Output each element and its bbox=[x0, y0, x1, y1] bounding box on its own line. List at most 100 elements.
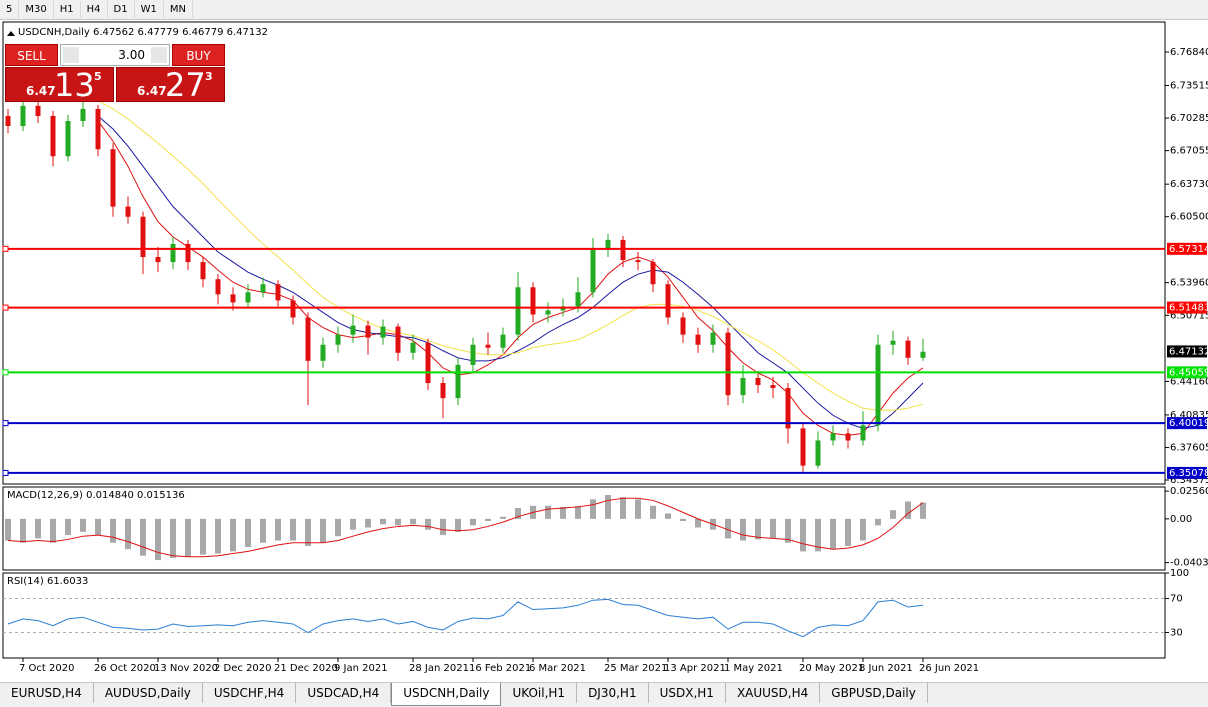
bid-main: 13 bbox=[54, 66, 95, 104]
candle-body bbox=[485, 344, 491, 348]
macd-bar bbox=[560, 506, 566, 519]
y-tick-label: 6.60500 bbox=[1170, 212, 1208, 223]
candle-body bbox=[110, 149, 116, 207]
chart-title: USDCNH,Daily 6.47562 6.47779 6.46779 6.4… bbox=[18, 27, 268, 38]
timeframe-toolbar: 5 M30 H1 H4 D1 W1 MN bbox=[0, 0, 1208, 20]
candle-body bbox=[260, 284, 266, 293]
x-tick-label: 2 Dec 2020 bbox=[214, 663, 272, 674]
level-anchor bbox=[2, 304, 9, 311]
macd-bar bbox=[635, 499, 641, 519]
candle-body bbox=[530, 287, 536, 315]
x-tick-label: 8 Jun 2021 bbox=[859, 663, 913, 674]
macd-bar bbox=[575, 505, 581, 519]
timeframe-button[interactable]: H4 bbox=[81, 1, 108, 18]
candle-body bbox=[140, 216, 146, 258]
macd-bar bbox=[335, 518, 341, 537]
timeframe-button[interactable]: D1 bbox=[108, 1, 135, 18]
timeframe-button[interactable]: M30 bbox=[19, 1, 54, 18]
y-tick-label: 0.025609 bbox=[1170, 486, 1208, 497]
macd-bar bbox=[455, 518, 461, 532]
macd-bar bbox=[665, 513, 671, 519]
candle-body bbox=[920, 351, 926, 358]
candle-body bbox=[305, 317, 311, 361]
y-tick-label: 6.44160 bbox=[1170, 376, 1208, 387]
macd-bar bbox=[725, 518, 731, 539]
macd-bar bbox=[515, 508, 521, 519]
macd-bar bbox=[410, 518, 416, 525]
candle-body bbox=[380, 326, 386, 338]
one-click-trading: SELL 3.00 BUY 6.47 13 5 6.47 27 3 bbox=[5, 44, 225, 104]
y-tick-label: 6.63730 bbox=[1170, 179, 1208, 190]
chart-tab[interactable]: AUDUSD,Daily bbox=[94, 683, 203, 703]
candle-body bbox=[65, 120, 71, 157]
bid-big: 6.47 bbox=[26, 84, 56, 98]
x-tick-label: 16 Feb 2021 bbox=[469, 663, 531, 674]
macd-bar bbox=[680, 518, 686, 522]
macd-bar bbox=[755, 518, 761, 540]
y-tick-label: 6.70285 bbox=[1170, 113, 1208, 124]
macd-bar bbox=[845, 518, 851, 546]
macd-bar bbox=[365, 518, 371, 528]
macd-bar bbox=[200, 518, 206, 555]
timeframe-button[interactable]: W1 bbox=[135, 1, 164, 18]
candle-body bbox=[425, 342, 431, 384]
volume-input[interactable]: 3.00 bbox=[60, 44, 170, 66]
bid-quote[interactable]: 6.47 13 5 bbox=[5, 66, 114, 104]
candle-body bbox=[410, 342, 416, 353]
level-label: 6.35078 bbox=[1169, 468, 1208, 479]
timeframe-button[interactable]: 5 bbox=[0, 1, 20, 18]
macd-bar bbox=[290, 518, 296, 541]
macd-frame bbox=[2, 486, 1166, 571]
candle-body bbox=[80, 108, 86, 121]
level-anchor bbox=[2, 420, 9, 427]
macd-bar bbox=[425, 518, 431, 530]
candle-body bbox=[725, 332, 731, 396]
candle-body bbox=[350, 325, 356, 335]
macd-bar bbox=[95, 518, 101, 536]
chart-tab[interactable]: DJ30,H1 bbox=[577, 683, 649, 703]
candle-body bbox=[185, 243, 191, 263]
candle-body bbox=[290, 300, 296, 318]
chart-tab[interactable]: USDCHF,H4 bbox=[203, 683, 297, 703]
chart-tab[interactable]: XAUUSD,H4 bbox=[726, 683, 821, 703]
candle-body bbox=[245, 292, 251, 303]
macd-bar bbox=[620, 497, 626, 519]
bid-small: 5 bbox=[94, 70, 102, 83]
price-frame bbox=[2, 21, 1166, 485]
ask-main: 27 bbox=[165, 66, 206, 104]
chart-tab[interactable]: USDX,H1 bbox=[649, 683, 726, 703]
chart-tab[interactable]: EURUSD,H4 bbox=[0, 683, 94, 703]
candle-body bbox=[605, 239, 611, 249]
level-label-box bbox=[1167, 242, 1207, 255]
title-arrow bbox=[7, 31, 15, 36]
macd-bar bbox=[140, 518, 146, 556]
timeframe-button[interactable]: H1 bbox=[54, 1, 81, 18]
last-price-label: 6.47132 bbox=[1169, 346, 1208, 357]
macd-title: MACD(12,26,9) 0.014840 0.015136 bbox=[7, 490, 185, 501]
ask-quote[interactable]: 6.47 27 3 bbox=[116, 66, 225, 104]
candle-body bbox=[500, 334, 506, 348]
chart-tab[interactable]: GBPUSD,Daily bbox=[820, 683, 928, 703]
candle-body bbox=[5, 115, 11, 127]
x-tick-label: 20 May 2021 bbox=[799, 663, 864, 674]
y-tick-label: 30 bbox=[1170, 628, 1183, 639]
macd-bar bbox=[110, 518, 116, 543]
chart-tab[interactable]: UKOil,H1 bbox=[501, 683, 578, 703]
buy-button[interactable]: BUY bbox=[172, 44, 225, 66]
y-tick-label: 100 bbox=[1170, 568, 1189, 579]
timeframe-button[interactable]: MN bbox=[164, 1, 193, 18]
y-tick-label: 0.00 bbox=[1170, 514, 1192, 525]
macd-bar bbox=[245, 518, 251, 548]
macd-bar bbox=[875, 518, 881, 526]
macd-bar bbox=[485, 518, 491, 522]
last-price-box bbox=[1167, 345, 1207, 358]
x-tick-label: 13 Nov 2020 bbox=[154, 663, 218, 674]
sell-button[interactable]: SELL bbox=[5, 44, 58, 66]
level-label-box bbox=[1167, 366, 1207, 379]
chart-tab[interactable]: USDCAD,H4 bbox=[296, 683, 392, 703]
level-label: 6.45059 bbox=[1169, 367, 1208, 378]
macd-bar bbox=[65, 518, 71, 536]
chart-tab[interactable]: USDCNH,Daily bbox=[391, 683, 502, 706]
macd-bar bbox=[395, 518, 401, 526]
